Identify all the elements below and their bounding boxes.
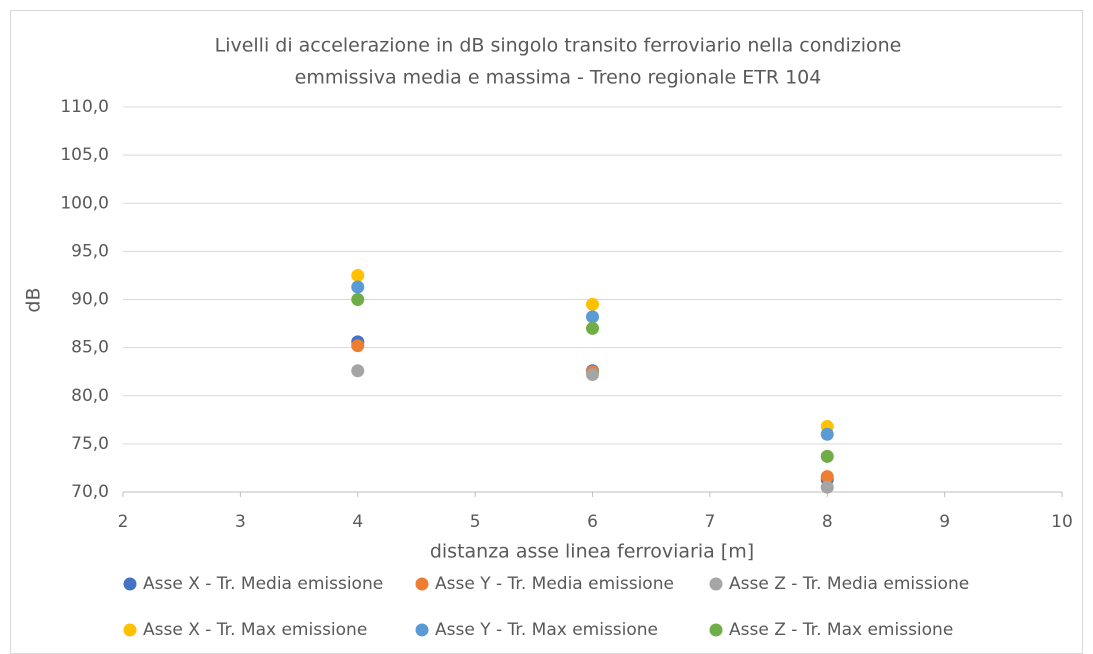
point: [586, 368, 599, 382]
point: [351, 364, 365, 378]
y-tick-label: 90,0: [71, 290, 109, 310]
y-tick-label: 80,0: [71, 386, 109, 406]
x-tick-label: 7: [704, 512, 715, 532]
y-tick-label: 105,0: [60, 145, 109, 165]
point: [351, 280, 365, 294]
y-tick-label: 110,0: [60, 97, 109, 117]
point: [586, 297, 599, 311]
y-tick-label: 100,0: [60, 193, 109, 213]
legend-label: Asse Z - Tr. Media emissione: [729, 574, 969, 594]
point: [351, 339, 365, 353]
x-tick-label: 2: [118, 512, 129, 532]
chart-title: emmissiva media e massima - Treno region…: [295, 67, 822, 89]
legend-marker: [415, 623, 429, 637]
y-axis-title: dB: [23, 287, 45, 312]
legend-label: Asse X - Tr. Media emissione: [143, 574, 383, 594]
point: [586, 321, 599, 335]
x-tick-label: 3: [235, 512, 246, 532]
legend-marker: [123, 623, 137, 637]
point: [351, 268, 365, 282]
point: [820, 480, 834, 494]
point: [820, 427, 834, 441]
point: [351, 293, 365, 306]
chart-title: Livelli di accelerazione in dB singolo t…: [215, 35, 902, 57]
legend-label: Asse X - Tr. Max emissione: [143, 620, 367, 640]
x-tick-label: 4: [352, 512, 363, 532]
point: [586, 310, 599, 324]
legend-marker: [709, 577, 723, 591]
x-tick-label: 8: [822, 512, 833, 532]
legend-marker: [415, 577, 429, 591]
point: [820, 470, 834, 484]
legend-label: Asse Y - Tr. Media emissione: [435, 574, 674, 594]
legend-marker: [709, 623, 723, 637]
y-tick-label: 95,0: [71, 241, 109, 261]
x-axis-title: distanza asse linea ferroviaria [m]: [430, 541, 754, 563]
y-tick-label: 85,0: [71, 338, 109, 358]
legend-label: Asse Z - Tr. Max emissione: [729, 620, 953, 640]
x-tick-label: 10: [1051, 512, 1073, 532]
y-tick-label: 75,0: [71, 434, 109, 454]
legend-label: Asse Y - Tr. Max emissione: [435, 620, 658, 640]
chart-frame: [10, 10, 1083, 654]
x-tick-label: 5: [470, 512, 481, 532]
point: [820, 449, 834, 463]
legend-marker: [123, 577, 137, 591]
x-tick-label: 6: [587, 512, 598, 532]
x-tick-label: 9: [939, 512, 950, 532]
y-tick-label: 70,0: [71, 482, 109, 502]
